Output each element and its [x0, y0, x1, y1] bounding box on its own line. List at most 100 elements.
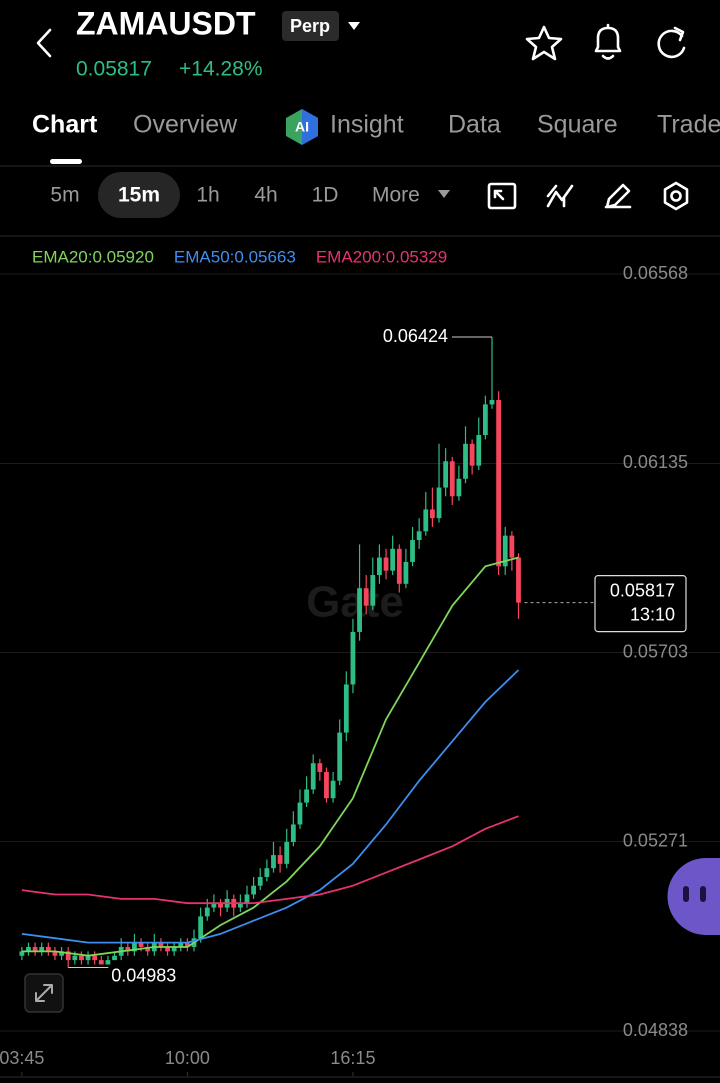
ema-line — [21, 815, 519, 905]
candle-body — [178, 942, 184, 947]
symbol-dropdown[interactable] — [348, 22, 360, 30]
candle-body — [65, 951, 71, 961]
x-tick-label: 03:45 — [0, 1048, 44, 1068]
candle-body — [310, 763, 316, 790]
countdown-label: 13:10 — [630, 604, 675, 624]
y-tick-label: 0.06135 — [623, 452, 688, 472]
candle-body — [92, 955, 98, 961]
candle-body — [284, 841, 290, 864]
candle-body — [165, 946, 170, 952]
insight-icon: AI — [286, 109, 318, 145]
interval[interactable]: 5m — [50, 184, 79, 207]
candle-body — [337, 732, 343, 781]
active-tab-indicator — [50, 159, 82, 164]
candle-body — [251, 885, 257, 895]
candle-body — [456, 478, 462, 497]
candle-body — [264, 868, 270, 877]
ema-line — [21, 669, 520, 944]
candle-body — [218, 903, 223, 908]
candle-body — [370, 575, 376, 606]
tab[interactable]: Chart — [32, 111, 98, 139]
candle-body — [211, 903, 217, 908]
fullscreen-button[interactable] — [24, 973, 64, 1013]
candle-body — [158, 942, 164, 947]
candle-body — [469, 443, 475, 466]
candle-body — [98, 960, 104, 965]
candle-body — [410, 540, 415, 562]
candle-body — [125, 946, 131, 952]
x-tick-label: 10:00 — [165, 1048, 210, 1068]
candle-body — [476, 435, 482, 466]
legend-entry: EMA50:0.05663 — [174, 247, 296, 266]
watermark: Gate — [306, 578, 404, 627]
candle-body — [39, 946, 45, 952]
favorite-button[interactable] — [525, 25, 563, 61]
candle-body — [363, 588, 369, 606]
tab[interactable]: Trade — [657, 111, 720, 139]
chat-bubble-button[interactable] — [667, 858, 720, 935]
draw-button[interactable] — [604, 183, 632, 209]
interval[interactable]: 1D — [312, 184, 339, 207]
legend-entry: EMA20:0.05920 — [32, 247, 154, 266]
candle-body — [377, 557, 382, 576]
tab[interactable]: Insight — [330, 111, 404, 139]
candle-body — [317, 763, 323, 772]
candle-body — [297, 802, 303, 825]
interval[interactable]: More — [372, 184, 420, 207]
candle-body — [463, 443, 468, 479]
interval-selected-bg — [98, 172, 180, 218]
candle-body — [423, 509, 429, 532]
y-tick-label: 0.06568 — [623, 263, 688, 283]
candle-body — [449, 461, 455, 497]
candle-body — [390, 548, 396, 571]
candle-body — [72, 955, 78, 961]
candle-body — [204, 907, 210, 917]
candle-body — [184, 942, 190, 947]
candle-body — [304, 789, 309, 803]
settings-button[interactable] — [663, 181, 689, 211]
alert-button[interactable] — [594, 23, 622, 60]
candle-body — [516, 557, 521, 603]
candle-body — [416, 531, 422, 541]
back-button[interactable] — [36, 28, 52, 58]
candle-body — [343, 684, 349, 733]
legend-entry: EMA200:0.05329 — [316, 247, 447, 266]
candle-body — [403, 561, 409, 584]
candle-body — [436, 487, 442, 519]
perp-badge[interactable]: Perp — [290, 16, 330, 36]
low-label: 0.04983 — [111, 965, 176, 985]
x-tick-label: 16:15 — [330, 1048, 375, 1068]
last-price-label: 0.05817 — [610, 580, 675, 600]
interval[interactable]: 15m — [118, 184, 160, 207]
last-price-box — [594, 575, 687, 633]
more-dropdown[interactable] — [438, 190, 450, 198]
candle-body — [138, 942, 144, 947]
interval[interactable]: 1h — [196, 184, 219, 207]
candle-body — [26, 946, 31, 952]
candle-body — [350, 631, 356, 685]
candle-body — [237, 903, 243, 908]
perp-badge-bg — [282, 11, 339, 41]
candle-body — [271, 855, 276, 869]
candle-body — [145, 946, 151, 952]
tab[interactable]: Overview — [133, 111, 238, 139]
interval[interactable]: 4h — [254, 184, 277, 207]
candle-body — [198, 916, 204, 939]
candle-body — [257, 876, 263, 886]
candle-body — [357, 588, 362, 632]
candle-body — [482, 404, 488, 436]
high-label: 0.06424 — [383, 326, 448, 346]
tab[interactable]: Data — [448, 111, 501, 139]
candle-body — [489, 400, 495, 405]
y-tick-label: 0.05703 — [623, 641, 688, 661]
candle-body — [45, 946, 51, 952]
candle-body — [112, 955, 117, 961]
y-tick-label: 0.05271 — [623, 830, 688, 850]
tab[interactable]: Square — [537, 111, 618, 139]
refresh-button[interactable] — [657, 26, 686, 59]
candle-body — [430, 509, 435, 519]
indicator-button[interactable] — [546, 184, 574, 208]
chart-type-button[interactable] — [487, 182, 517, 210]
